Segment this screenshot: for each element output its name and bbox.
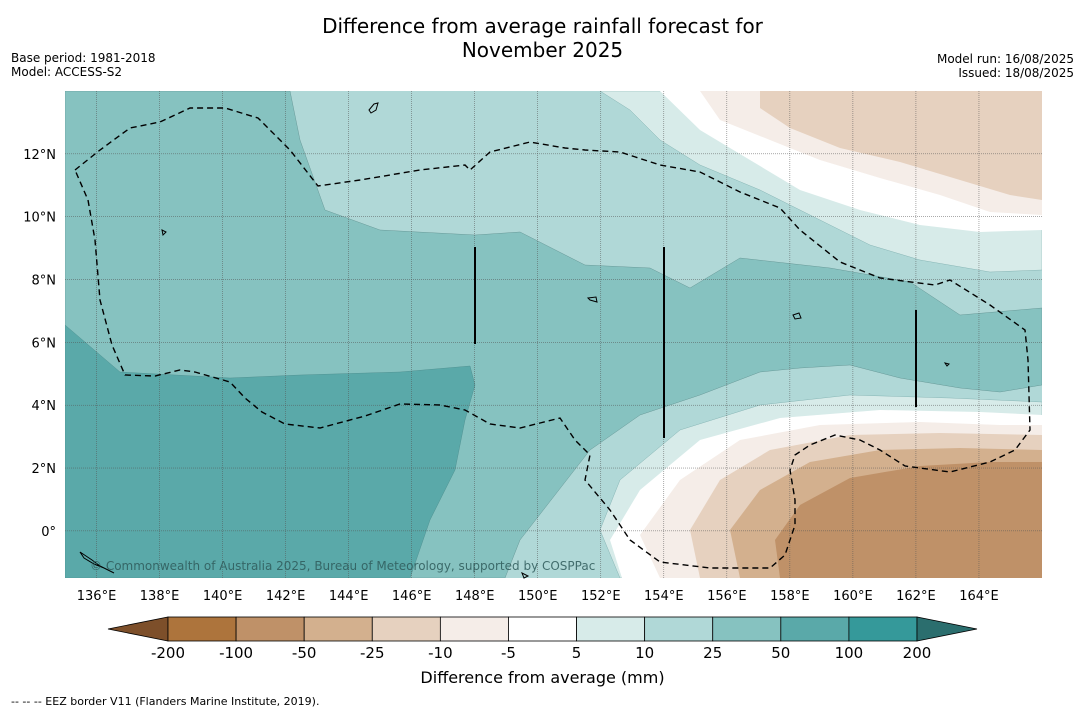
longitude-tick-label: 140°E: [203, 589, 243, 604]
colorbar-tick-label: 10: [635, 644, 654, 662]
island: [521, 571, 530, 579]
island: [161, 229, 167, 237]
colorbar-swatch: [848, 616, 918, 642]
colorbar-tick-label: -5: [501, 644, 516, 662]
longitude-tick-label: 156°E: [707, 589, 747, 604]
longitude-tick-label: 142°E: [266, 589, 306, 604]
colorbar-title: Difference from average (mm): [420, 668, 665, 687]
longitude-tick-label: 136°E: [77, 589, 117, 604]
longitude-tick-label: 146°E: [392, 589, 432, 604]
colorbar-swatch: [712, 616, 782, 642]
band-minus25-north: [760, 91, 1042, 200]
longitude-tick-label: 164°E: [959, 589, 999, 604]
longitude-tick-label: 138°E: [140, 589, 180, 604]
title-line-1: Difference from average rainfall forecas…: [322, 14, 763, 38]
contour-fields: [65, 91, 1042, 578]
colorbar-tick-label: -25: [360, 644, 385, 662]
latitude-tick-label: 10°N: [23, 211, 56, 226]
eez-footnote: -- -- -- EEZ border V11 (Flanders Marine…: [11, 695, 320, 708]
longitude-tick-label: 154°E: [644, 589, 684, 604]
map-title: Difference from average rainfall forecas…: [0, 14, 1085, 62]
issued-text: Issued: 18/08/2025: [958, 66, 1074, 80]
band-minus100-south: [775, 462, 1042, 578]
graticule: [65, 91, 1042, 578]
colorbar-tick-label: -200: [151, 644, 185, 662]
colorbar-swatch: [235, 616, 305, 642]
base-period-text: Base period: 1981-2018: [11, 51, 156, 65]
model-text: Model: ACCESS-S2: [11, 65, 123, 79]
longitude-tick-label: 152°E: [581, 589, 621, 604]
colorbar-swatch: [371, 616, 441, 642]
island: [586, 296, 598, 303]
colorbar-tick-label: 25: [703, 644, 722, 662]
islands: [79, 102, 950, 579]
colorbar-tick-label: -10: [428, 644, 453, 662]
model-run-info: Model run: 16/08/2025 Issued: 18/08/2025: [937, 52, 1074, 80]
latitude-tick-label: 2°N: [32, 462, 57, 477]
colorbar-tick-label: -100: [219, 644, 253, 662]
colorbar-tick-label: 5: [572, 644, 582, 662]
colorbar-extend-low: [107, 616, 169, 642]
island: [368, 102, 379, 114]
latitude-tick-label: 4°N: [32, 399, 57, 414]
latitude-tick-label: 8°N: [32, 274, 57, 289]
base-period-info: Base period: 1981-2018 Model: ACCESS-S2: [11, 51, 156, 79]
longitude-labels: 136°E 138°E 140°E 142°E 144°E 146°E 148°E 150°E…: [77, 589, 999, 604]
colorbar-extend-high: [916, 616, 978, 642]
colorbar-swatch: [439, 616, 509, 642]
copyright-text: © Commonwealth of Australia 2025, Bureau…: [90, 559, 595, 573]
longitude-tick-label: 162°E: [896, 589, 936, 604]
longitude-tick-label: 144°E: [329, 589, 369, 604]
colorbar-tick-label: 100: [835, 644, 864, 662]
eez-border: [74, 107, 1031, 569]
latitude-tick-label: 0°: [41, 525, 56, 540]
latitude-tick-label: 12°N: [23, 148, 56, 163]
band-50-100: [65, 324, 476, 578]
colorbar-swatch: [508, 616, 577, 642]
model-run-text: Model run: 16/08/2025: [936, 52, 1074, 66]
island: [79, 551, 115, 574]
colorbar-tick-label: 50: [771, 644, 790, 662]
latitude-tick-label: 6°N: [32, 336, 57, 351]
colorbar-swatch: [303, 616, 373, 642]
island: [943, 362, 950, 367]
colorbar-swatch: [167, 616, 237, 642]
colorbar-swatch: [644, 616, 714, 642]
colorbar-swatch: [576, 616, 646, 642]
colorbar-tick-label: 200: [903, 644, 932, 662]
title-line-2: November 2025: [461, 38, 624, 62]
longitude-tick-label: 150°E: [518, 589, 558, 604]
longitude-tick-label: 158°E: [770, 589, 810, 604]
longitude-tick-label: 148°E: [455, 589, 495, 604]
colorbar: -200 -100 -50 -25 -10 -5 5 10 25 50 100 200: [107, 616, 978, 662]
island: [792, 312, 802, 320]
colorbar-swatch: [780, 616, 850, 642]
colorbar-tick-label: -50: [292, 644, 317, 662]
latitude-labels: 0° 2°N 4°N 6°N 8°N 10°N 12°N: [23, 148, 56, 540]
longitude-tick-label: 160°E: [833, 589, 873, 604]
